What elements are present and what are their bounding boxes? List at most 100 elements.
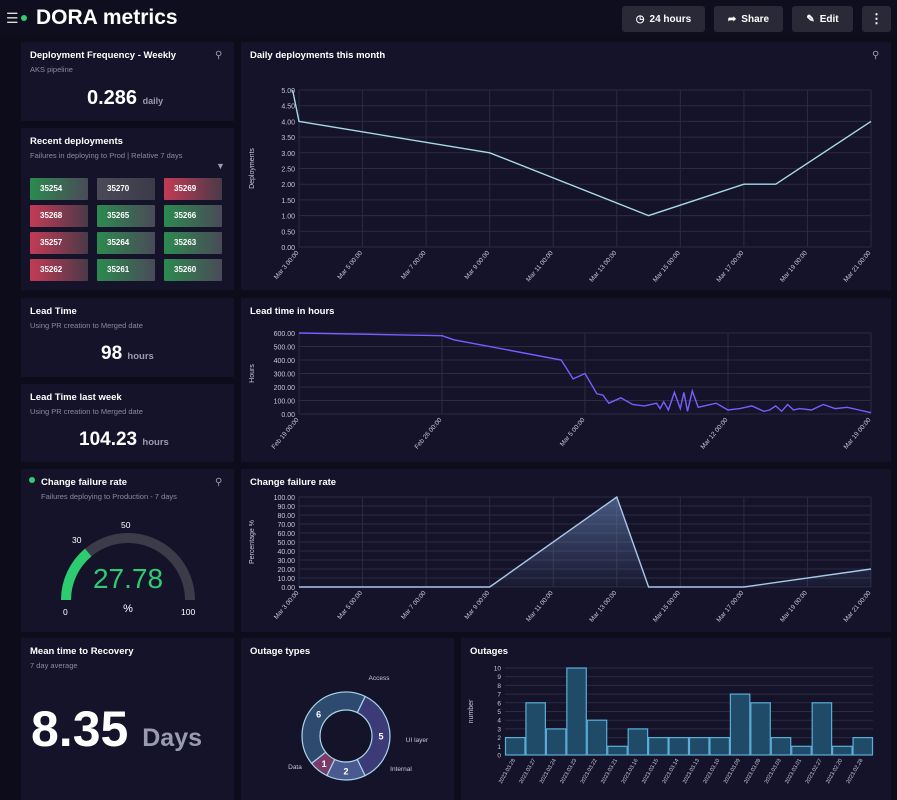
bar <box>750 702 771 756</box>
x-tick-label: Mar 5 00:00 <box>336 589 364 620</box>
deployment-tile[interactable]: 35266 <box>164 205 222 227</box>
panel-subtitle: AKS pipeline <box>30 65 73 74</box>
slice-value-label: 5 <box>378 732 383 742</box>
value-unit: Days <box>142 724 202 752</box>
lead-time-last-week-value: 104.23 hours <box>79 429 169 451</box>
x-tick-label: 2023.02.27 <box>805 758 824 785</box>
slice-name-label: UI layer <box>406 737 429 744</box>
edit-button[interactable]: ✎ Edit <box>792 6 853 32</box>
x-tick-label: 2023.03.21 <box>600 758 619 785</box>
y-tick-label: 0.00 <box>281 585 295 592</box>
x-tick-label: 2023.03.09 <box>723 758 742 785</box>
panel-title: Mean time to Recovery <box>30 646 134 657</box>
y-tick-label: 50.00 <box>277 540 295 547</box>
y-tick-label: 40.00 <box>277 549 295 556</box>
change-failure-rate-gauge-panel: Change failure rate Failures deploying t… <box>21 469 234 632</box>
more-options-button[interactable]: ⋮ <box>862 6 891 32</box>
mttr-value: 8.35 Days <box>31 700 202 758</box>
y-tick-label: 3.00 <box>281 151 295 158</box>
bar <box>791 745 812 756</box>
deployment-tile[interactable]: 35263 <box>164 232 222 254</box>
y-tick-label: 100.00 <box>274 495 296 502</box>
x-tick-label: Mar 12 00:00 <box>700 416 730 450</box>
panel-title: Lead Time <box>30 306 77 317</box>
deployment-tile[interactable]: 35257 <box>30 232 88 254</box>
value-unit: hours <box>127 351 154 362</box>
value-number: 98 <box>101 343 123 364</box>
x-tick-label: 2023.03.24 <box>539 758 558 785</box>
deployment-frequency-panel: Deployment Frequency - Weekly AKS pipeli… <box>21 42 234 121</box>
x-tick-label: 2023.03.01 <box>784 758 803 785</box>
y-tick-label: 20.00 <box>277 567 295 574</box>
y-tick-label: 100.00 <box>274 399 296 406</box>
panel-title: Outage types <box>250 646 311 657</box>
top-bar: ☰ DORA metrics ◷ 24 hours ➦ Share ✎ Edit ⋮ <box>0 0 897 36</box>
deployment-tile[interactable]: 35269 <box>164 178 222 200</box>
deployment-tile[interactable]: 35262 <box>30 259 88 281</box>
bar <box>709 736 730 756</box>
x-tick-label: Feb 19 00:00 <box>271 416 301 450</box>
slice-value-label: 2 <box>343 767 348 777</box>
x-tick-label: 2023.02.28 <box>846 758 865 785</box>
change-failure-rate-chart: 0.00 10.00 20.00 30.00 40.00 50.00 60.00 70.00 8… <box>249 495 873 624</box>
y-axis-label: Deployments <box>249 148 256 189</box>
y-tick-label: 6 <box>497 700 501 707</box>
x-tick-label: Mar 15 00:00 <box>652 589 682 623</box>
panel-title: Change failure rate <box>250 477 337 488</box>
x-tick-label: Mar 19 00:00 <box>843 416 873 450</box>
bar <box>668 736 690 756</box>
gauge-svg: 0 100 30 50 27.78 % <box>61 520 195 617</box>
deployment-tile[interactable]: 35270 <box>97 178 155 200</box>
series-line <box>291 89 872 217</box>
panel-title: Deployment Frequency - Weekly <box>30 50 177 61</box>
time-range-label: 24 hours <box>649 13 692 25</box>
search-icon[interactable]: ⚲ <box>872 50 880 61</box>
share-label: Share <box>741 13 770 25</box>
y-tick-label: 0 <box>497 753 501 760</box>
daily-deployments-panel: Daily deployments this month ⚲ 0.00 0.50 1… <box>241 42 891 290</box>
filter-icon[interactable]: ▼ <box>216 161 225 171</box>
value-number: 0.286 <box>87 87 138 109</box>
time-range-button[interactable]: ◷ 24 hours <box>622 6 705 32</box>
y-tick-label: 10.00 <box>277 576 295 583</box>
deployment-tile[interactable]: 35254 <box>30 178 88 200</box>
y-tick-label: 0.00 <box>281 412 295 419</box>
value-unit: hours <box>142 437 169 448</box>
x-tick-label: 2023.03.08 <box>743 758 762 785</box>
deployment-tile[interactable]: 35268 <box>30 205 88 227</box>
panel-title: Recent deployments <box>30 136 123 147</box>
deployment-tile[interactable]: 35265 <box>97 205 155 227</box>
y-tick-label: 2.50 <box>281 167 295 174</box>
value-number: 104.23 <box>79 429 138 450</box>
deployment-tile[interactable]: 35261 <box>97 259 155 281</box>
y-tick-label: 30.00 <box>277 558 295 565</box>
x-tick-label: Mar 11 00:00 <box>525 589 555 623</box>
x-tick-label: Mar 21 00:00 <box>843 589 873 623</box>
series-line <box>298 332 872 414</box>
status-dot <box>21 15 27 21</box>
panel-title: Daily deployments this month <box>250 50 386 61</box>
donut-slice <box>356 695 391 777</box>
deployment-tile[interactable]: 35260 <box>164 259 222 281</box>
slice-name-label: Data <box>288 764 302 771</box>
x-tick-label: 2023.03.22 <box>580 758 599 785</box>
search-icon[interactable]: ⚲ <box>215 477 223 488</box>
x-tick-label: 2023.03.14 <box>662 758 681 785</box>
outage-types-panel: Outage types 5 Access 2 UI layer 1 Internal 6 D… <box>241 638 454 800</box>
x-tick-label: Mar 7 00:00 <box>400 589 428 620</box>
x-tick-label: Mar 15 00:00 <box>652 249 682 283</box>
panel-title: Outages <box>470 646 509 657</box>
bar <box>525 702 546 756</box>
bar <box>770 736 792 756</box>
y-tick-label: 3 <box>497 726 501 733</box>
x-tick-label: 2023.02.20 <box>825 758 844 785</box>
menu-icon[interactable]: ☰ <box>6 10 19 26</box>
deployment-tile[interactable]: 35264 <box>97 232 155 254</box>
y-tick-label: 600.00 <box>274 331 296 338</box>
gauge-value: 27.78 <box>93 563 163 594</box>
share-button[interactable]: ➦ Share <box>714 6 783 32</box>
gauge-50-label: 50 <box>121 520 131 530</box>
search-icon[interactable]: ⚲ <box>215 50 223 61</box>
panel-subtitle: Using PR creation to Merged date <box>30 321 143 330</box>
slice-name-label: Internal <box>390 766 412 773</box>
